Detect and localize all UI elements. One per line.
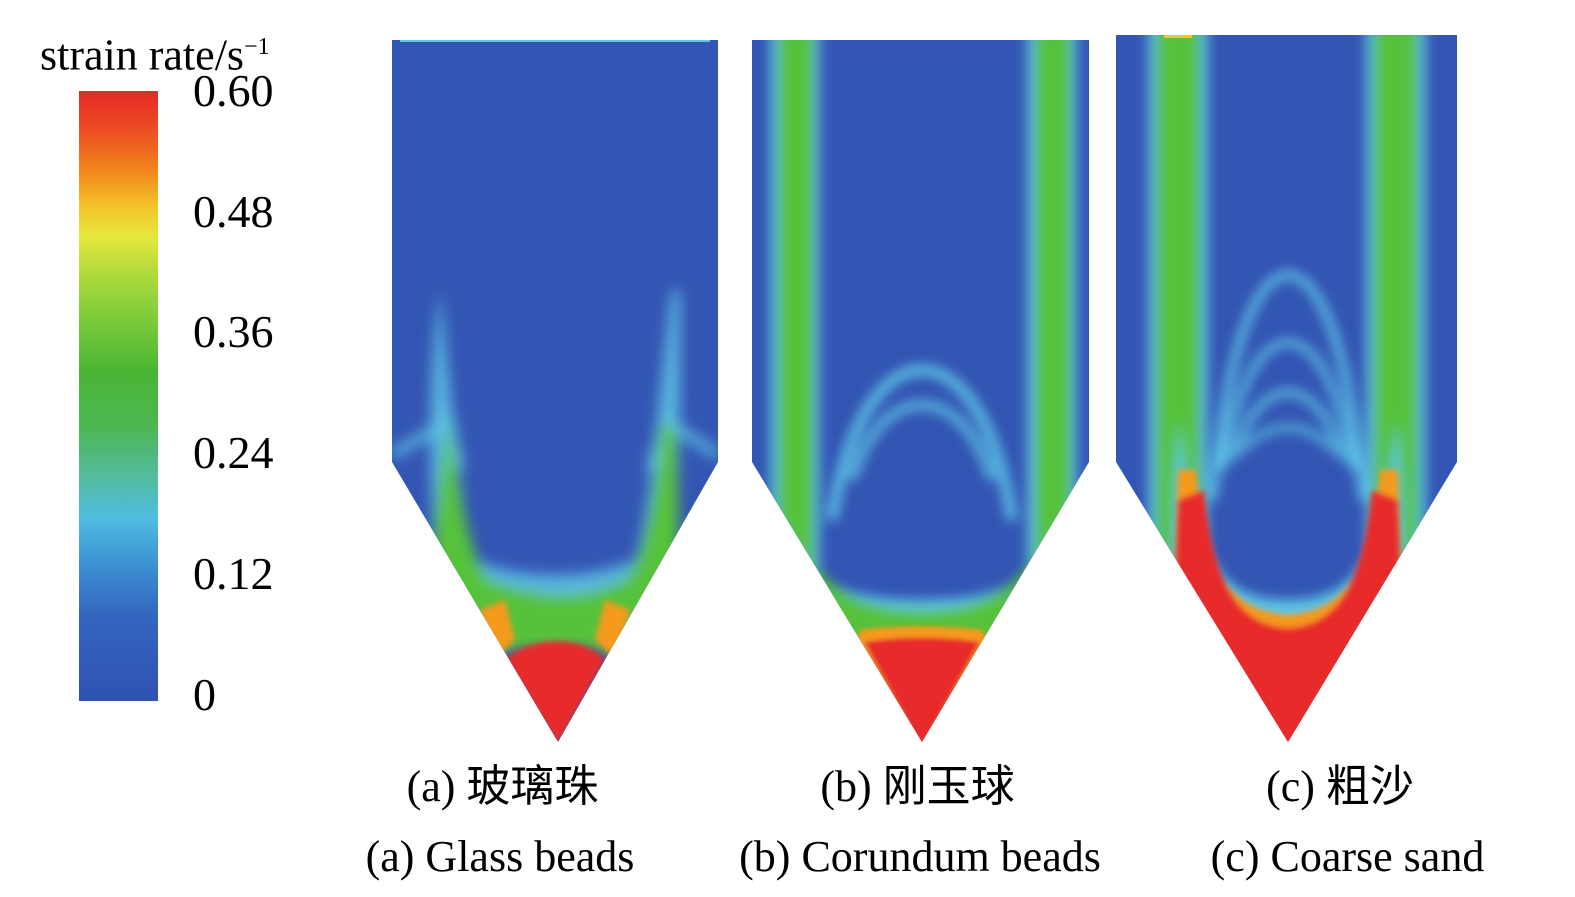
silo-panel-corundum-beads bbox=[752, 40, 1089, 742]
colorbar-tick: 0.48 bbox=[193, 186, 274, 237]
silo-panel-glass-beads bbox=[392, 40, 718, 742]
caption-en-b: (b) Corundum beads bbox=[739, 832, 1101, 881]
colorbar-tick: 0 bbox=[193, 669, 216, 720]
colorbar-tick: 0.24 bbox=[193, 427, 274, 478]
colorbar-tick: 0.36 bbox=[193, 306, 274, 357]
caption-cn-a: (a) 玻璃珠 bbox=[406, 762, 599, 811]
caption-en-a: (a) Glass beads bbox=[365, 832, 635, 881]
colorbar-tick: 0.60 bbox=[193, 65, 274, 116]
legend-title: strain rate/s−1 bbox=[40, 30, 270, 80]
colorbar-tick: 0.12 bbox=[193, 548, 274, 599]
colorbar bbox=[79, 91, 158, 701]
caption-cn-b: (b) 刚玉球 bbox=[820, 762, 1015, 811]
caption-en-c: (c) Coarse sand bbox=[1210, 832, 1485, 881]
silo-panel-coarse-sand bbox=[1116, 35, 1457, 742]
caption-cn-c: (c) 粗沙 bbox=[1266, 762, 1414, 811]
